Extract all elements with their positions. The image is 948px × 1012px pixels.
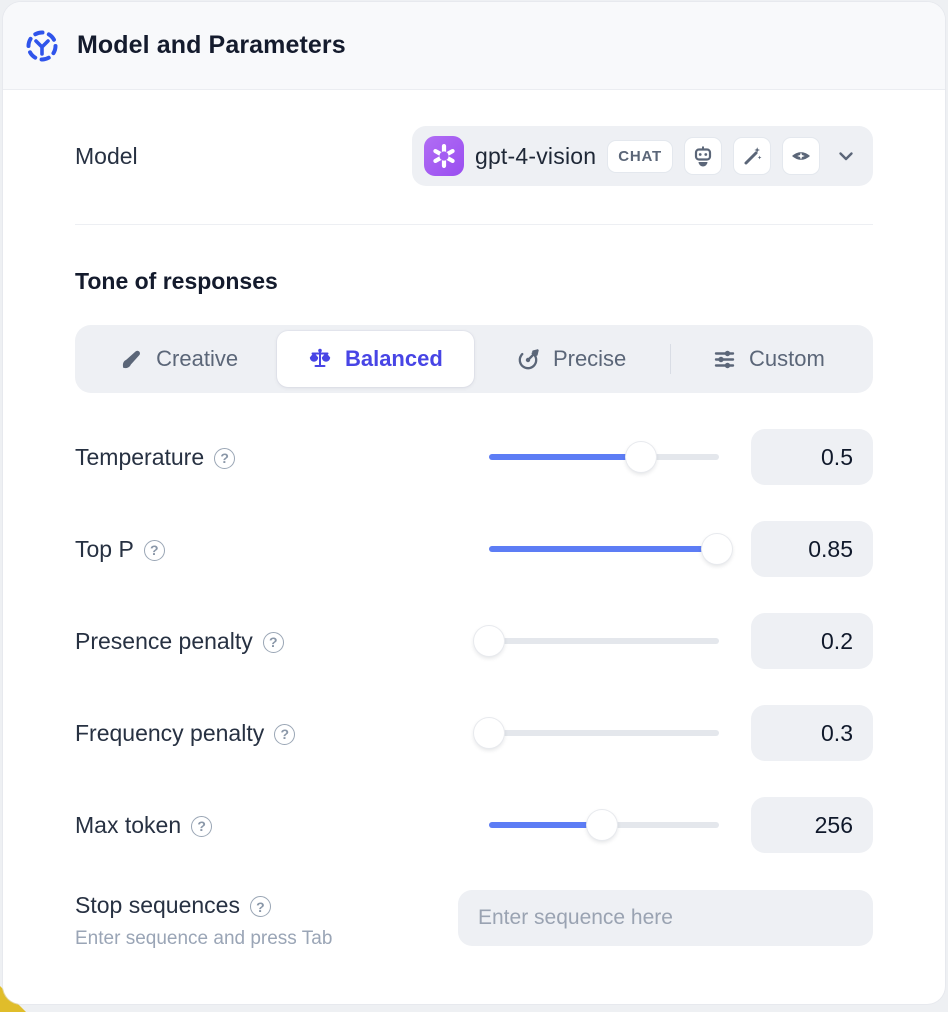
tone-option-label: Creative bbox=[156, 346, 239, 371]
tone-segmented-control: Creative Balanced bbox=[75, 325, 873, 393]
frequency-penalty-slider[interactable] bbox=[474, 718, 719, 748]
help-icon[interactable]: ? bbox=[143, 539, 165, 561]
balance-scale-icon bbox=[308, 347, 332, 371]
help-icon[interactable]: ? bbox=[249, 896, 271, 917]
tone-option-precise[interactable]: Precise bbox=[474, 331, 670, 387]
tone-option-label: Precise bbox=[552, 346, 627, 371]
top-p-slider[interactable] bbox=[489, 534, 732, 564]
tone-option-label: Balanced bbox=[344, 346, 443, 371]
page-title: Model and Parameters bbox=[77, 31, 346, 59]
param-row-temperature: Temperature ? 0.5 bbox=[75, 429, 873, 485]
help-icon[interactable]: ? bbox=[262, 631, 284, 653]
slider-fill bbox=[489, 454, 641, 460]
top-p-value[interactable]: 0.85 bbox=[751, 521, 873, 577]
slider-fill bbox=[489, 822, 602, 828]
presence-penalty-value[interactable]: 0.2 bbox=[751, 613, 873, 669]
slider-thumb[interactable] bbox=[474, 718, 504, 748]
param-label: Top P bbox=[75, 535, 134, 562]
model-type-badge: CHAT bbox=[607, 139, 673, 173]
chevron-down-icon bbox=[835, 145, 857, 167]
openai-logo bbox=[423, 136, 464, 176]
slider-track bbox=[489, 730, 719, 736]
param-label: Max token bbox=[75, 811, 182, 838]
presence-penalty-slider[interactable] bbox=[474, 626, 719, 656]
stop-sequence-input[interactable] bbox=[458, 890, 873, 946]
tone-option-balanced[interactable]: Balanced bbox=[277, 331, 474, 387]
vision-eye-icon bbox=[782, 137, 820, 175]
help-icon[interactable]: ? bbox=[191, 815, 213, 837]
magic-wand-icon bbox=[733, 137, 771, 175]
model-hub-icon bbox=[23, 27, 61, 65]
slider-track bbox=[489, 638, 719, 644]
section-divider bbox=[75, 224, 873, 225]
stop-sequences-row: Stop sequences ? Enter sequence and pres… bbox=[75, 890, 873, 950]
target-icon bbox=[517, 348, 540, 371]
temperature-value[interactable]: 0.5 bbox=[751, 429, 873, 485]
slider-thumb[interactable] bbox=[474, 626, 504, 656]
tone-option-label: Custom bbox=[748, 346, 825, 371]
model-row: Model bbox=[75, 126, 873, 186]
param-label: Temperature bbox=[75, 443, 205, 470]
param-row-top-p: Top P ? 0.85 bbox=[75, 521, 873, 577]
slider-thumb[interactable] bbox=[586, 810, 617, 840]
sliders-icon bbox=[713, 348, 736, 371]
robot-icon bbox=[684, 137, 722, 175]
model-parameters-panel: Model and Parameters Model bbox=[3, 2, 945, 1004]
model-label: Model bbox=[75, 142, 138, 169]
param-row-frequency-penalty: Frequency penalty ? 0.3 bbox=[75, 705, 873, 761]
param-label: Presence penalty bbox=[75, 627, 253, 654]
panel-header: Model and Parameters bbox=[3, 2, 945, 90]
help-icon[interactable]: ? bbox=[214, 447, 236, 469]
slider-thumb[interactable] bbox=[701, 534, 732, 564]
frequency-penalty-value[interactable]: 0.3 bbox=[751, 705, 873, 761]
tone-option-creative[interactable]: Creative bbox=[81, 331, 277, 387]
help-icon[interactable]: ? bbox=[274, 723, 296, 745]
param-label: Frequency penalty bbox=[75, 719, 265, 746]
max-token-slider[interactable] bbox=[489, 810, 719, 840]
stop-sequences-label: Stop sequences bbox=[75, 892, 240, 918]
segment-divider bbox=[669, 344, 671, 374]
slider-fill bbox=[489, 546, 717, 552]
max-token-value[interactable]: 256 bbox=[751, 797, 873, 853]
param-row-presence-penalty: Presence penalty ? 0.2 bbox=[75, 613, 873, 669]
tone-heading: Tone of responses bbox=[75, 268, 278, 294]
slider-thumb[interactable] bbox=[625, 442, 656, 472]
model-name: gpt-4-vision bbox=[474, 142, 597, 169]
tone-option-custom[interactable]: Custom bbox=[671, 331, 867, 387]
stop-sequences-helper: Enter sequence and press Tab bbox=[75, 928, 333, 949]
param-row-max-token: Max token ? 256 bbox=[75, 797, 873, 853]
temperature-slider[interactable] bbox=[489, 442, 719, 472]
paintbrush-icon bbox=[120, 348, 143, 371]
model-select-dropdown[interactable]: gpt-4-vision CHAT bbox=[411, 126, 873, 186]
